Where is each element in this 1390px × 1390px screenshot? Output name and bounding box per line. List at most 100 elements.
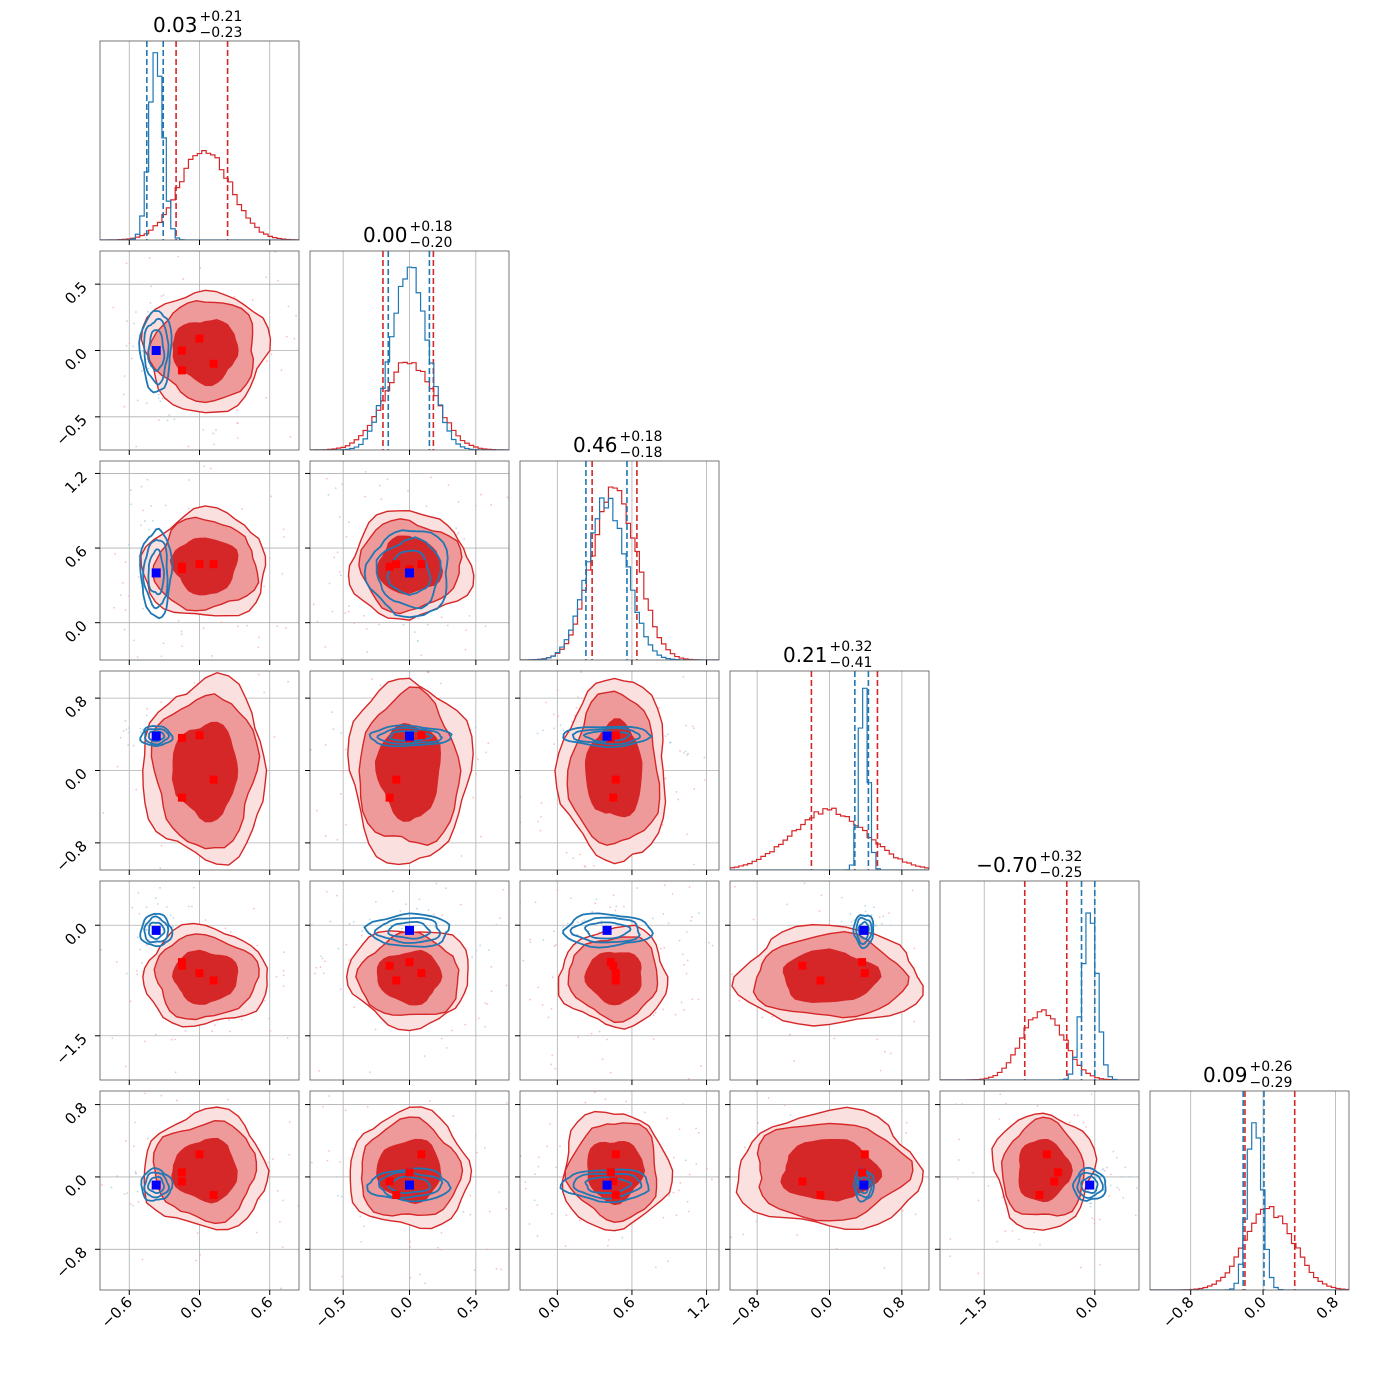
contour-panel-3-0: −0.8 0.0 0.8 <box>52 670 308 875</box>
sample-point <box>683 752 685 754</box>
sample-point <box>128 342 131 345</box>
sample-point <box>663 887 665 889</box>
sample-point <box>245 1067 247 1069</box>
sample-point <box>1180 1198 1182 1200</box>
sample-point <box>192 886 195 889</box>
sample-point <box>502 888 505 891</box>
sample-point <box>699 1065 702 1067</box>
sample-point <box>1110 1173 1112 1176</box>
x-tick-label: 0.0 <box>1240 1293 1270 1323</box>
sample-point <box>896 1055 898 1057</box>
sample-point <box>352 921 355 923</box>
sample-point <box>39 1183 41 1185</box>
sample-point <box>690 919 692 922</box>
sample-point <box>142 509 144 512</box>
sample-point <box>161 677 163 679</box>
sample-point <box>866 1066 868 1068</box>
sample-point <box>985 1031 987 1033</box>
sample-point <box>677 798 680 801</box>
sample-point <box>685 972 688 975</box>
sample-point <box>663 946 666 949</box>
histogram-red <box>310 361 509 450</box>
truth-marker <box>151 568 161 578</box>
sample-point <box>150 505 153 507</box>
sample-point <box>783 1104 786 1107</box>
sample-point <box>1012 1048 1014 1050</box>
sample-point <box>339 1161 342 1163</box>
sample-point <box>306 793 308 795</box>
sample-point <box>159 400 162 402</box>
sample-point <box>365 627 368 630</box>
sample-point <box>242 1071 244 1073</box>
sample-point <box>125 262 128 265</box>
sample-point <box>495 1267 498 1270</box>
sample-point <box>407 489 409 492</box>
sample-point <box>537 986 540 989</box>
contour-blue-0 <box>366 1167 452 1203</box>
sample-point <box>132 1204 135 1207</box>
sample-point <box>479 944 482 947</box>
marker-red-square <box>209 560 218 569</box>
sample-point <box>418 898 421 901</box>
sample-point <box>310 1161 313 1164</box>
sample-point <box>662 913 665 915</box>
sample-point <box>570 609 572 611</box>
sample-point <box>313 944 315 946</box>
sample-point <box>701 1060 703 1062</box>
sample-point <box>760 1298 762 1300</box>
y-tick-label: −0.8 <box>52 837 90 875</box>
marker-red-square <box>177 346 186 355</box>
sample-point <box>112 306 115 309</box>
sample-point <box>987 1185 990 1187</box>
sample-point <box>405 903 407 906</box>
sample-point <box>476 758 479 761</box>
sample-point <box>132 744 135 747</box>
sample-point <box>173 418 176 421</box>
sample-point <box>435 882 438 885</box>
sample-point <box>270 353 273 356</box>
marker-red-square <box>209 775 218 784</box>
sample-point <box>556 889 559 892</box>
sample-point <box>317 1102 319 1104</box>
marker-red-square <box>611 731 620 740</box>
sample-point <box>742 1233 745 1236</box>
sample-point <box>1026 1030 1028 1032</box>
sample-point <box>341 770 344 773</box>
sample-point <box>177 619 180 622</box>
sample-point <box>771 1015 774 1018</box>
sample-point <box>709 879 711 881</box>
sample-point <box>833 1037 836 1040</box>
sample-point <box>556 689 559 692</box>
contour-panel-2-1 <box>305 460 510 665</box>
sample-point <box>97 394 99 396</box>
sample-point <box>870 1310 872 1312</box>
marker-red-square <box>392 775 401 784</box>
sample-point <box>560 849 562 851</box>
sample-point <box>875 925 878 928</box>
sample-point <box>322 1213 324 1215</box>
sample-point <box>402 623 405 626</box>
contour-blue-0 <box>559 1168 650 1204</box>
sample-point <box>168 414 171 417</box>
sample-point <box>245 624 248 627</box>
sample-point <box>166 419 169 422</box>
sample-point <box>67 889 69 891</box>
sample-point <box>864 904 867 907</box>
sample-point <box>514 907 516 909</box>
panel-title: 0.21 +0.32−0.41 <box>783 639 872 671</box>
sample-point <box>463 934 465 936</box>
sample-point <box>38 613 40 615</box>
sample-point <box>249 1100 251 1102</box>
sample-point <box>475 773 478 775</box>
sample-point <box>621 1236 624 1239</box>
sample-point <box>142 607 144 610</box>
sample-point <box>318 546 320 548</box>
sample-point <box>685 724 687 727</box>
sample-point <box>564 1245 567 1248</box>
sample-point <box>925 1141 927 1143</box>
sample-point <box>184 1030 187 1032</box>
sample-point <box>687 752 690 755</box>
sample-point <box>114 552 117 555</box>
sample-point <box>351 1147 354 1150</box>
truth-marker <box>151 925 161 935</box>
